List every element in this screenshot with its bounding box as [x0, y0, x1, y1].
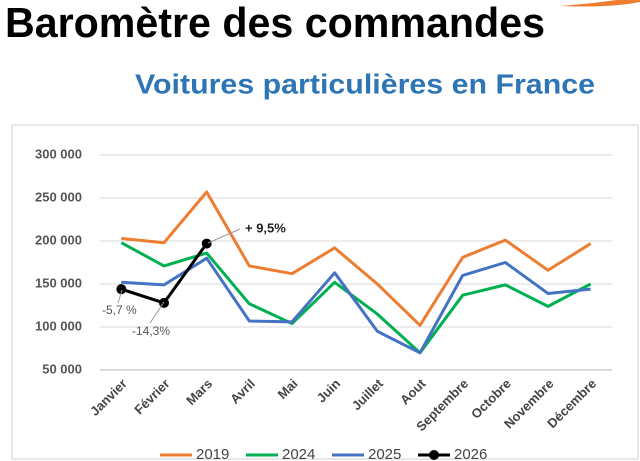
annotation-leader	[207, 228, 241, 244]
x-tick-label: Janvier	[87, 376, 130, 419]
x-tick-label: Aout	[397, 375, 429, 407]
legend-label: 2025	[368, 446, 401, 461]
x-tick-label: Février	[131, 376, 172, 417]
chart-frame	[11, 124, 639, 460]
y-tick-label: 150 000	[35, 275, 82, 290]
y-tick-label: 300 000	[35, 146, 82, 161]
y-tick-label: 200 000	[35, 232, 82, 247]
annotation: -5,7 %	[102, 303, 137, 317]
x-tick-label: Juin	[314, 376, 344, 406]
annotation: -14,3%	[132, 324, 170, 338]
legend-label: 2024	[282, 446, 315, 461]
x-tick-label: Juillet	[349, 375, 387, 413]
legend-marker	[429, 450, 439, 460]
decoration	[560, 0, 640, 7]
legend-label: 2019	[196, 446, 229, 461]
series-marker	[116, 284, 127, 295]
x-tick-label: Avril	[227, 376, 258, 407]
chart-title: Baromètre des commandes	[5, 0, 545, 46]
chart-subtitle: Voitures particulières en France	[135, 68, 595, 99]
series-line	[120, 241, 592, 355]
legend-label: 2026	[454, 446, 487, 461]
y-tick-label: 50 000	[42, 361, 82, 376]
series-line	[121, 256, 591, 355]
series-line	[120, 242, 208, 305]
y-tick-label: 100 000	[35, 318, 82, 333]
series-marker	[201, 238, 212, 249]
annotation-leader	[149, 301, 165, 324]
annotation: + 9,5%	[245, 220, 286, 235]
x-tick-label: Mars	[183, 376, 215, 408]
annotation-leader	[117, 289, 123, 304]
y-tick-label: 250 000	[35, 189, 82, 204]
x-tick-label: Mai	[275, 376, 301, 402]
series-line	[121, 190, 592, 327]
